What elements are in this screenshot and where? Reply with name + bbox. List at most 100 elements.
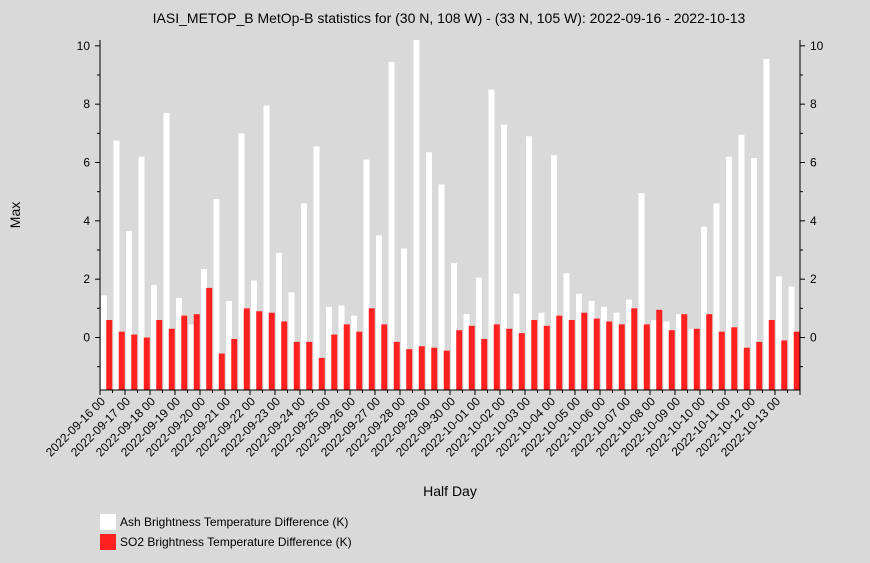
so2-bar — [618, 324, 625, 391]
y-tick-label-right: 8 — [810, 97, 817, 111]
so2-bar — [681, 314, 688, 390]
ash-bar — [526, 136, 532, 390]
ash-bar — [613, 312, 620, 390]
ash-bar — [426, 152, 432, 390]
ash-bar — [126, 231, 132, 390]
ash-bar — [626, 299, 632, 390]
so2-bar — [543, 325, 550, 390]
ash-bar — [476, 277, 482, 390]
ash-bar — [388, 61, 395, 391]
so2-bar — [356, 331, 363, 390]
so2-bar — [106, 320, 113, 390]
y-tick-label-right: 0 — [810, 331, 817, 345]
so2-bar — [743, 347, 750, 390]
ash-bar — [776, 276, 782, 390]
ash-bar — [688, 328, 695, 390]
so2-bar — [206, 287, 213, 390]
ash-bar — [363, 159, 370, 390]
so2-bar — [418, 346, 425, 390]
so2-bar — [768, 320, 775, 390]
so2-bar — [468, 325, 475, 390]
so2-bar — [256, 311, 263, 390]
ash-bar — [351, 315, 357, 391]
ash-bar — [213, 198, 220, 390]
so2-bar — [706, 314, 713, 390]
ash-bar — [226, 301, 232, 390]
so2-bar — [631, 308, 638, 390]
ash-bar — [201, 268, 207, 390]
y-tick-label-left: 4 — [83, 214, 90, 228]
ash-bar — [488, 89, 495, 390]
legend-swatch-so2 — [100, 534, 116, 550]
ash-bar — [726, 156, 732, 390]
ash-bar — [413, 40, 420, 390]
ash-bar — [276, 252, 282, 390]
so2-bar — [168, 328, 175, 390]
chart-title: IASI_METOP_B MetOp-B statistics for (30 … — [153, 10, 746, 26]
ash-bar — [738, 134, 745, 390]
legend-item-so2: SO2 Brightness Temperature Difference (K… — [100, 532, 352, 552]
ash-bar — [663, 321, 670, 390]
legend-swatch-ash — [100, 514, 116, 530]
y-tick-label-left: 10 — [77, 39, 91, 53]
x-axis-label: Half Day — [423, 483, 477, 499]
ash-bar — [338, 305, 345, 390]
ash-bar — [463, 314, 470, 390]
ash-bar — [176, 298, 182, 391]
ash-bar — [101, 295, 107, 390]
ash-bar — [538, 312, 545, 390]
so2-bar — [593, 318, 600, 390]
so2-bar — [331, 334, 338, 390]
ash-bar — [151, 285, 157, 390]
so2-bar — [143, 337, 150, 390]
y-axis-label: Max — [7, 202, 23, 228]
so2-bar — [381, 324, 388, 391]
ash-bar — [713, 203, 720, 390]
so2-bar — [606, 321, 613, 390]
ash-bar — [263, 105, 270, 391]
ash-bar — [701, 226, 707, 390]
ash-bar — [551, 155, 557, 390]
ash-bar — [313, 146, 320, 390]
ash-bar — [563, 273, 570, 390]
so2-bar — [518, 333, 525, 391]
so2-bar — [131, 334, 138, 390]
so2-bar — [118, 331, 125, 390]
so2-bar — [668, 330, 675, 390]
so2-bar — [556, 315, 563, 391]
ash-bar — [576, 293, 582, 390]
so2-bar — [293, 341, 300, 391]
ash-bar — [788, 286, 795, 390]
y-tick-label-left: 6 — [83, 156, 90, 170]
so2-bar — [793, 331, 800, 390]
ash-bar — [651, 320, 657, 390]
so2-bar — [718, 331, 725, 390]
so2-bar — [181, 315, 188, 391]
ash-bar — [238, 133, 245, 390]
y-tick-label-right: 2 — [810, 272, 817, 286]
legend-item-ash: Ash Brightness Temperature Difference (K… — [100, 512, 352, 532]
so2-bar — [193, 314, 200, 390]
so2-bar — [756, 341, 763, 391]
ash-bar — [751, 158, 757, 391]
so2-bar — [693, 328, 700, 390]
so2-bar — [306, 341, 313, 391]
so2-bar — [456, 330, 463, 390]
ash-bar — [376, 235, 382, 390]
so2-bar — [156, 320, 163, 390]
legend-label-so2: SO2 Brightness Temperature Difference (K… — [120, 535, 352, 549]
ash-bar — [438, 184, 445, 391]
ash-bar — [188, 324, 195, 391]
y-tick-label-right: 6 — [810, 156, 817, 170]
so2-bar — [581, 312, 588, 390]
ash-bar — [676, 314, 682, 390]
ash-bar — [588, 301, 595, 390]
ash-bar — [251, 280, 257, 391]
so2-bar — [318, 357, 325, 390]
y-tick-label-left: 2 — [83, 272, 90, 286]
so2-bar — [243, 308, 250, 390]
so2-bar — [406, 349, 413, 390]
y-tick-label-left: 8 — [83, 97, 90, 111]
